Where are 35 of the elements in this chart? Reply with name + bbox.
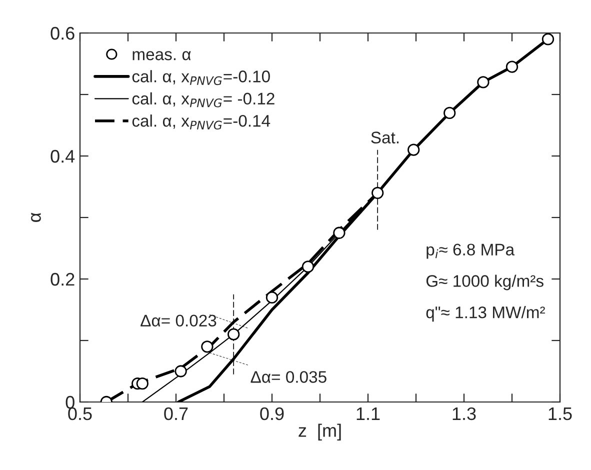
x-tick-label: 0.7 (164, 407, 188, 420)
y-tick-label: 0.2 (50, 272, 74, 286)
annotation: q"≈ 1.13 MW/m² (426, 306, 545, 322)
point (372, 186, 384, 199)
legend-label: cal. α, x$_{PNVG}$=-0.14 (132, 114, 270, 130)
point (266, 291, 278, 304)
point (228, 328, 240, 340)
x-tick-label: 1.1 (356, 408, 380, 420)
point (201, 340, 214, 353)
point (444, 106, 456, 120)
point (174, 365, 187, 378)
x-tick-label: 1.3 (452, 407, 476, 420)
annotation: p$_{i}$≈ 6.8 MPa (426, 244, 515, 259)
x-tick-label: 0.9 (260, 407, 284, 420)
x-tick-label: 0.5 (68, 407, 92, 420)
y-tick-label: 0.4 (50, 150, 75, 163)
y-tick-label: 0 (66, 396, 74, 409)
point (506, 60, 518, 73)
point (302, 260, 314, 273)
annotation: Δα= 0.023 (140, 314, 216, 327)
x-tick-label: 1.5 (548, 408, 572, 420)
point (408, 144, 420, 156)
y-tick-label: 0.6 (50, 26, 74, 40)
point (477, 76, 490, 88)
legend-label: cal. α, x$_{PNVG}$= -0.12 (132, 92, 274, 108)
x-axis-title: z [m] (298, 424, 341, 441)
point (333, 226, 346, 239)
legend-label: meas. α (132, 51, 191, 60)
annotation: Δα= 0.035 (250, 371, 326, 383)
legend-label: cal. α, x$_{PNVG}$=-0.10 (132, 70, 270, 86)
annotation: G≈ 1000 kg/m²s (426, 274, 544, 290)
point (542, 33, 554, 46)
ref-line-label: Sat. (371, 132, 399, 144)
point (136, 377, 148, 390)
y-axis-title: α (31, 212, 41, 222)
